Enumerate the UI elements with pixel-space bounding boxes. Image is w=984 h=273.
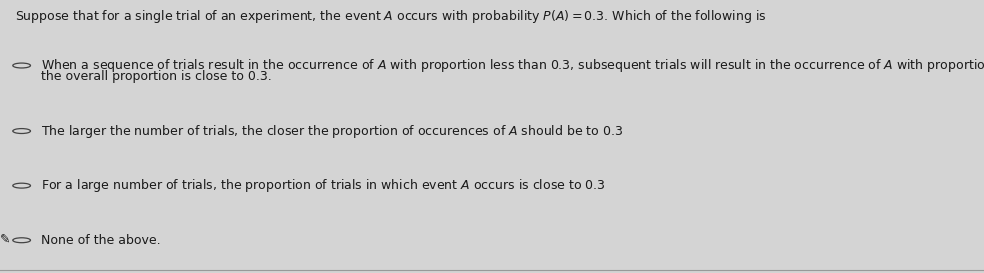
Text: The larger the number of trials, the closer the proportion of occurences of $A$ : The larger the number of trials, the clo… xyxy=(41,123,624,140)
Text: ✎: ✎ xyxy=(0,232,11,245)
Text: For a large number of trials, the proportion of trials in which event $A$ occurs: For a large number of trials, the propor… xyxy=(41,177,606,194)
Text: When a sequence of trials result in the occurrence of $A$ with proportion less t: When a sequence of trials result in the … xyxy=(41,57,984,74)
Text: Suppose that for a single trial of an experiment, the event $A$ occurs with prob: Suppose that for a single trial of an ex… xyxy=(15,8,767,25)
Text: None of the above.: None of the above. xyxy=(41,234,161,247)
Text: the overall proportion is close to 0.3.: the overall proportion is close to 0.3. xyxy=(41,70,273,83)
